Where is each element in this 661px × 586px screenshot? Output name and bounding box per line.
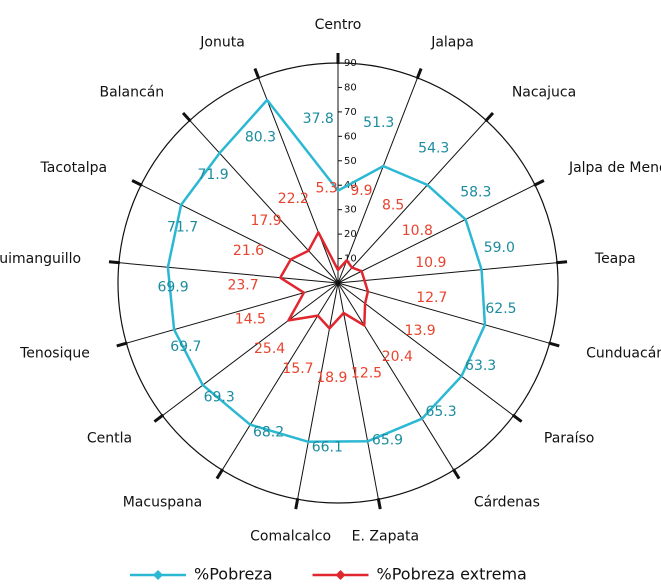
series-line	[166, 98, 487, 444]
value-label: 10.9	[415, 255, 446, 271]
legend-label: %Pobreza	[194, 565, 273, 584]
category-label: Jonuta	[199, 34, 245, 50]
value-label: 17.9	[250, 213, 281, 229]
value-label: 23.7	[227, 278, 258, 294]
value-label: 66.1	[312, 440, 343, 456]
spoke-tick	[253, 67, 261, 80]
spoke-tick	[181, 112, 192, 123]
legend-label: %Pobreza extrema	[377, 565, 527, 584]
value-label: 9.9	[350, 183, 372, 199]
value-label: 18.9	[316, 370, 347, 386]
legend-marker	[153, 570, 163, 580]
value-label: 68.2	[253, 425, 284, 441]
spoke-tick	[555, 260, 568, 265]
category-label: E. Zapata	[352, 529, 419, 545]
category-label: Teapa	[594, 251, 636, 267]
value-label: 65.3	[425, 404, 456, 420]
spoke	[337, 112, 494, 284]
category-label: Jalpa de Mendez	[568, 160, 661, 176]
spoke	[337, 282, 460, 479]
value-label: 5.3	[315, 181, 337, 197]
radial-tick-label: 50	[344, 156, 357, 167]
spoke-tick	[215, 468, 224, 480]
value-label: 62.5	[485, 301, 516, 317]
value-label: 58.3	[460, 184, 491, 200]
spoke-tick	[108, 260, 121, 265]
spoke	[337, 180, 545, 284]
category-label: Comalcalco	[250, 529, 331, 545]
radial-tick-label: 60	[344, 131, 357, 142]
radial-tick-label: 10	[344, 254, 357, 265]
value-label: 80.3	[245, 129, 276, 145]
value-label: 54.3	[418, 141, 449, 157]
value-label: 71.7	[167, 220, 198, 236]
spoke	[116, 282, 339, 347]
spoke-tick	[153, 413, 165, 423]
radial-tick-label: 70	[344, 107, 357, 118]
category-label: Huimanguillo	[0, 251, 81, 267]
category-label: Nacajuca	[512, 84, 576, 100]
value-label: 13.9	[405, 323, 436, 339]
category-label: Tacotalpa	[40, 160, 108, 176]
value-label: 22.2	[278, 191, 309, 207]
spoke	[154, 282, 339, 423]
value-label: 51.3	[363, 115, 394, 131]
radial-tick-label: 80	[344, 82, 357, 93]
spoke-tick	[376, 497, 382, 510]
value-label: 59.0	[484, 240, 515, 256]
spoke-tick	[511, 413, 523, 423]
spoke-tick	[131, 179, 143, 187]
value-label: 69.3	[204, 389, 235, 405]
spoke-tick	[452, 468, 461, 480]
spoke	[295, 282, 339, 510]
value-label: 12.7	[416, 290, 447, 306]
radial-tick-label: 20	[344, 229, 357, 240]
category-label: Centla	[87, 430, 132, 446]
value-label: 65.9	[372, 432, 403, 448]
value-label: 12.5	[351, 366, 382, 382]
spoke	[108, 261, 339, 284]
value-label: 15.7	[282, 361, 313, 377]
category-label: Jalapa	[430, 34, 474, 50]
spoke-tick	[415, 67, 423, 80]
category-label: Cárdenas	[474, 494, 540, 510]
spoke	[254, 68, 339, 284]
category-label: Balancán	[99, 84, 164, 100]
radial-tick-label: 40	[344, 180, 357, 191]
value-label: 20.4	[382, 349, 413, 365]
spoke-tick	[533, 179, 545, 187]
radial-tick-label: 30	[344, 205, 357, 216]
category-label: Paraíso	[544, 430, 594, 446]
value-label: 8.5	[382, 198, 404, 214]
value-label: 63.3	[465, 358, 496, 374]
spoke	[337, 282, 381, 510]
series-line	[279, 231, 370, 330]
legend-marker	[335, 570, 346, 580]
value-label: 37.8	[303, 111, 334, 127]
spoke	[337, 68, 422, 284]
spoke-tick	[294, 497, 300, 510]
spoke	[337, 282, 522, 423]
spoke-tick	[548, 341, 560, 348]
value-label: 21.6	[233, 243, 264, 259]
category-label: Cunduacán	[586, 346, 661, 362]
value-label: 25.4	[254, 341, 285, 357]
category-label: Macuspana	[123, 494, 202, 510]
spoke	[337, 282, 560, 347]
value-label: 69.7	[170, 339, 201, 355]
category-label: Tenosique	[19, 346, 90, 362]
spoke	[337, 261, 568, 284]
value-label: 14.5	[235, 312, 266, 328]
category-label: Centro	[315, 17, 362, 33]
spoke-tick	[116, 341, 128, 348]
radial-tick-label: 90	[344, 58, 357, 69]
value-label: 10.8	[402, 223, 433, 239]
value-label: 69.9	[157, 280, 188, 296]
spoke	[182, 112, 339, 284]
spoke-tick	[484, 112, 495, 123]
value-label: 71.9	[197, 167, 228, 183]
spoke	[131, 180, 339, 284]
